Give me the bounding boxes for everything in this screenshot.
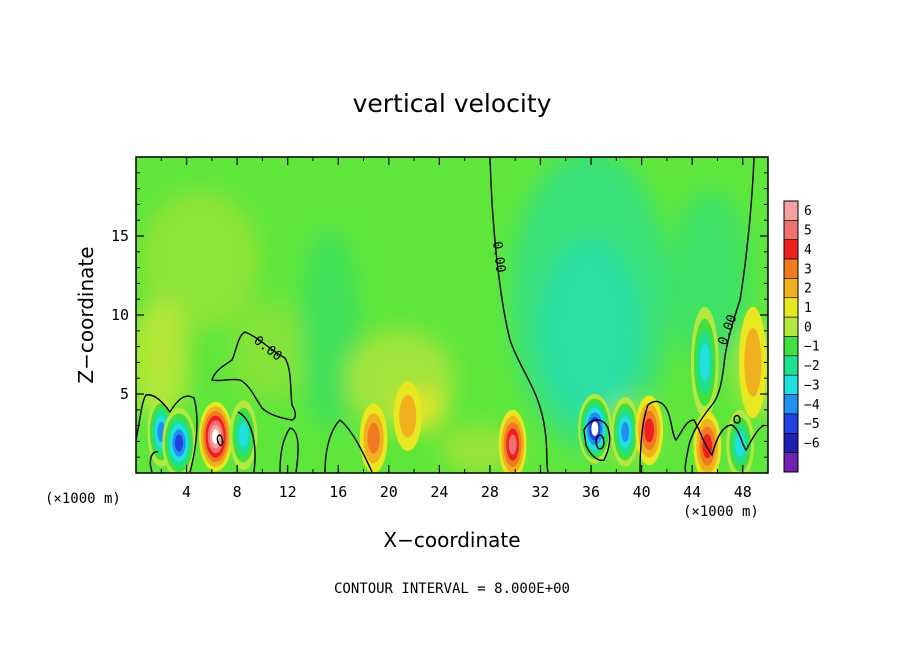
y-axis-label: Z−coordinate bbox=[74, 246, 98, 383]
colorbar-label: 6 bbox=[804, 204, 812, 219]
colorbar-label: 3 bbox=[804, 262, 812, 277]
heatmap-area bbox=[136, 157, 768, 473]
feature-band bbox=[644, 418, 655, 443]
field-feature bbox=[693, 411, 722, 473]
feature-band bbox=[621, 421, 630, 442]
contour-line bbox=[211, 331, 297, 421]
x-tick-label: 20 bbox=[380, 483, 398, 501]
contour-line bbox=[595, 434, 605, 450]
x-tick-label: 28 bbox=[481, 483, 499, 501]
colorbar-swatch bbox=[783, 394, 799, 415]
feature-band bbox=[591, 421, 599, 437]
colorbar-swatch bbox=[783, 413, 799, 434]
field-feature bbox=[690, 306, 719, 419]
y-tick-label: 5 bbox=[120, 385, 129, 403]
colorbar-swatch bbox=[783, 297, 799, 318]
contour-label: 0.00 bbox=[489, 241, 508, 274]
feature-band bbox=[399, 394, 417, 438]
x-tick-label: 8 bbox=[233, 483, 242, 501]
colorbar-label: −4 bbox=[804, 398, 820, 413]
colorbar-swatch bbox=[783, 258, 799, 279]
chart-title: vertical velocity bbox=[353, 89, 552, 118]
x-tick-label: 40 bbox=[633, 483, 651, 501]
x-tick-label: 32 bbox=[531, 483, 549, 501]
colorbar-label: −6 bbox=[804, 436, 820, 451]
field-feature bbox=[162, 408, 196, 473]
x-tick-label: 24 bbox=[430, 483, 448, 501]
colorbar-swatch bbox=[783, 220, 799, 241]
colorbar: 6 5 4 3 2 1 0 −1 −2 −3 −4 −5 −6 bbox=[783, 200, 820, 473]
field-feature bbox=[393, 381, 422, 451]
field-feature bbox=[635, 395, 664, 466]
colorbar-swatch bbox=[783, 432, 799, 453]
x-tick-label: 44 bbox=[683, 483, 701, 501]
contour-line bbox=[639, 400, 765, 473]
contour-line bbox=[324, 419, 373, 473]
contour-line bbox=[583, 419, 611, 462]
contour-line bbox=[279, 427, 299, 473]
colorbar-swatch bbox=[783, 200, 799, 221]
colorbar-swatch bbox=[783, 355, 799, 376]
contour-line bbox=[149, 451, 159, 473]
feature-band bbox=[699, 343, 710, 382]
field-feature bbox=[498, 409, 527, 473]
field-feature bbox=[359, 403, 388, 473]
colorbar-label: 4 bbox=[804, 243, 812, 258]
x-tick-label: 36 bbox=[582, 483, 600, 501]
feature-band bbox=[735, 432, 746, 457]
colorbar-label: −5 bbox=[804, 417, 820, 432]
colorbar-swatch bbox=[783, 374, 799, 395]
feature-band bbox=[174, 434, 184, 452]
colorbar-label: −3 bbox=[804, 378, 820, 393]
contour-line bbox=[489, 156, 549, 473]
x-axis: 4 8 12 16 20 24 28 32 36 40 44 48 bbox=[160, 157, 752, 501]
field-feature bbox=[611, 397, 640, 467]
x-tick-label: 12 bbox=[279, 483, 297, 501]
field-feature bbox=[198, 401, 233, 472]
colorbar-swatch bbox=[783, 336, 799, 357]
x-axis-label: X−coordinate bbox=[383, 528, 520, 552]
x-tick-label: 48 bbox=[734, 483, 752, 501]
field-feature bbox=[229, 400, 258, 470]
contour-line bbox=[135, 394, 198, 473]
contour-interval-text: CONTOUR INTERVAL = 8.000E+00 bbox=[334, 581, 570, 597]
x-tick-label: 16 bbox=[329, 483, 347, 501]
feature-band bbox=[508, 434, 517, 455]
contour-line bbox=[733, 414, 741, 424]
colorbar-label: −1 bbox=[804, 340, 820, 355]
zero-contours bbox=[135, 156, 765, 473]
x-tick-label: 4 bbox=[182, 483, 191, 501]
x-unit-label-left: (×1000 m) bbox=[45, 491, 121, 507]
colorbar-label: 2 bbox=[804, 282, 812, 297]
field-features bbox=[147, 306, 767, 473]
colorbar-swatch bbox=[783, 239, 799, 260]
feature-band bbox=[702, 434, 713, 459]
contour-line bbox=[216, 434, 224, 447]
colorbar-swatch bbox=[783, 452, 799, 473]
feature-band bbox=[744, 328, 762, 397]
contour-line bbox=[237, 411, 256, 473]
colorbar-frame bbox=[783, 200, 799, 473]
colorbar-label: −2 bbox=[804, 359, 820, 374]
colorbar-label: 1 bbox=[804, 301, 812, 316]
colorbar-label: 0 bbox=[804, 320, 812, 335]
x-unit-label-right: (×1000 m) bbox=[683, 504, 759, 520]
colorbar-swatch bbox=[783, 278, 799, 299]
colorbar-label: 5 bbox=[804, 224, 812, 239]
field-feature bbox=[738, 306, 767, 419]
y-axis: 5 10 15 bbox=[111, 172, 768, 458]
y-tick-label: 15 bbox=[111, 227, 129, 245]
feature-band bbox=[238, 422, 249, 448]
colorbar-swatch bbox=[783, 316, 799, 337]
feature-band bbox=[367, 422, 380, 454]
y-tick-label: 10 bbox=[111, 306, 129, 324]
contour-line bbox=[684, 156, 755, 473]
